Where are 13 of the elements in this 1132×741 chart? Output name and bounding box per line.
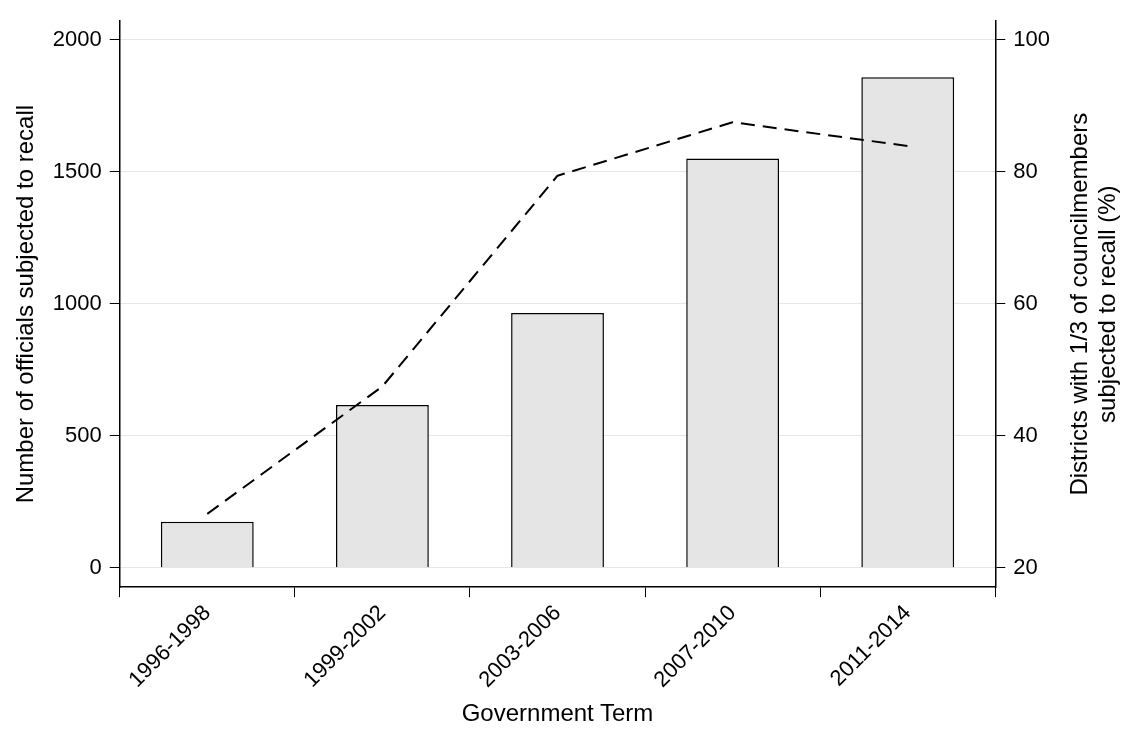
y2-tick-label: 100 bbox=[1013, 25, 1051, 51]
y2-axis-title: Districts with 1/3 of councilmembers subjected to recall (%) bbox=[1064, 112, 1120, 496]
y2-tick-label: 60 bbox=[1013, 289, 1038, 315]
y2-tick-label: 80 bbox=[1013, 157, 1038, 183]
y-tick-label: 2000 bbox=[52, 25, 102, 51]
y-axis-title: Number of officials subjected to recall bbox=[11, 104, 39, 504]
y-tick-label: 1000 bbox=[52, 289, 102, 315]
y2-tick-label: 20 bbox=[1013, 554, 1038, 580]
y-tick-label: 500 bbox=[65, 421, 102, 447]
y-tick-label: 1500 bbox=[52, 157, 102, 183]
y-tick-label: 0 bbox=[89, 553, 102, 579]
x-axis-title: Government Term bbox=[461, 699, 654, 727]
y2-tick-label: 40 bbox=[1013, 421, 1038, 447]
